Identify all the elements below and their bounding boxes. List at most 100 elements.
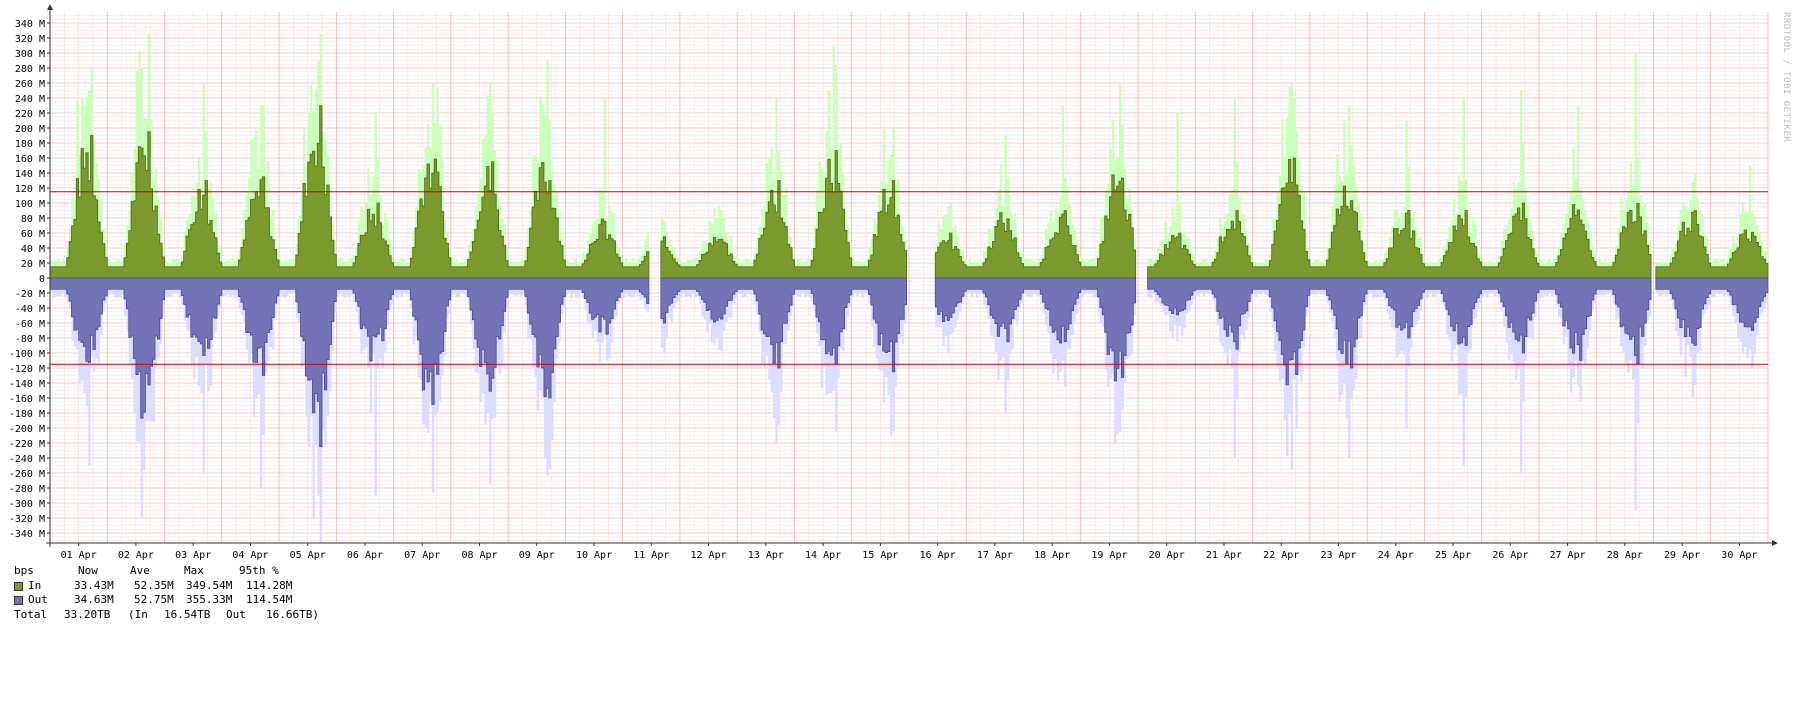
y-tick-label: -260 M [9, 469, 45, 480]
legend-row-out: Out 34.63M 52.75M 355.33M 114.54M [14, 593, 292, 608]
x-tick-label: 28 Apr [1607, 550, 1643, 560]
legend-unit: bps [14, 564, 34, 577]
y-tick-label: -320 M [9, 514, 45, 525]
series-in-area [49, 105, 1769, 279]
y-tick-label: 300 M [15, 49, 45, 60]
y-tick-label: 200 M [15, 124, 45, 135]
x-tick-label: 19 Apr [1091, 550, 1127, 560]
legend-col-ave: Ave [130, 564, 150, 577]
x-tick-label: 18 Apr [1034, 550, 1070, 560]
x-tick-label: 08 Apr [461, 550, 497, 560]
y-tick-label: -180 M [9, 409, 45, 420]
legend-header: bps Now Ave Max 95th % [14, 564, 279, 579]
y-tick-label: 0 [39, 274, 45, 285]
y-tick-label: 160 M [15, 154, 45, 165]
y-tick-label: -200 M [9, 424, 45, 435]
y-tick-label: -100 M [9, 349, 45, 360]
legend-now-out: 34.63M [74, 593, 114, 606]
legend-col-max: Max [184, 564, 204, 577]
legend-p95-out: 114.54M [246, 593, 293, 606]
x-tick-label: 25 Apr [1435, 550, 1471, 560]
legend-max-out: 355.33M [186, 593, 233, 606]
x-tick-label: 13 Apr [748, 550, 784, 560]
y-tick-label: 340 M [15, 19, 45, 30]
total-value: 33.20TB [64, 607, 111, 621]
x-tick-label: 09 Apr [519, 550, 555, 560]
y-tick-label: 20 M [21, 259, 45, 270]
x-tick-label: 16 Apr [920, 550, 956, 560]
x-tick-label: 29 Apr [1664, 550, 1700, 560]
x-tick-label: 24 Apr [1378, 550, 1414, 560]
axes [46, 4, 1778, 547]
y-tick-label: -120 M [9, 364, 45, 375]
total-in-value: 16.54TB [164, 607, 211, 621]
y-axis-arrow [47, 4, 53, 10]
x-tick-label: 06 Apr [347, 550, 383, 560]
y-tick-label: 180 M [15, 139, 45, 150]
y-tick-label: -20 M [15, 289, 45, 300]
x-tick-label: 12 Apr [691, 550, 727, 560]
series-out-area [49, 277, 1769, 448]
x-tick-label: 26 Apr [1492, 550, 1528, 560]
legend-total: Total 33.20TB (In 16.54TB Out 16.66TB) [14, 608, 319, 623]
x-tick-label: 04 Apr [232, 550, 268, 560]
grid [49, 12, 1769, 543]
legend-col-p95: 95th % [239, 564, 279, 577]
legend-swatch-in [14, 581, 23, 591]
y-tick-label: -300 M [9, 499, 45, 510]
y-tick-label: -220 M [9, 439, 45, 450]
traffic-chart: -340 M -320 M -300 M -280 M -260 M -240 M -220… [9, 4, 1778, 560]
y-tick-label: -160 M [9, 394, 45, 405]
y-tick-label: 140 M [15, 169, 45, 180]
x-tick-label: 03 Apr [175, 550, 211, 560]
y-tick-label: -240 M [9, 454, 45, 465]
legend-swatch-out [14, 596, 23, 605]
y-tick-label: 80 M [21, 214, 45, 225]
x-tick-label: 17 Apr [977, 550, 1013, 560]
x-tick-label: 10 Apr [576, 550, 612, 560]
legend-p95-in: 114.28M [246, 578, 293, 592]
y-tick-label: -340 M [9, 529, 45, 540]
legend-max-in: 349.54M [186, 578, 233, 592]
y-tick-label: 120 M [15, 184, 45, 195]
legend-label-out: Out [28, 593, 48, 606]
tick-labels: -340 M -320 M -300 M -280 M -260 M -240 M -220… [9, 19, 1758, 560]
legend-label-in: In [28, 578, 42, 592]
x-tick-label: 02 Apr [118, 550, 154, 560]
legend-col-now: Now [78, 564, 98, 577]
x-tick-label: 22 Apr [1263, 550, 1299, 560]
x-tick-label: 23 Apr [1320, 550, 1356, 560]
y-tick-label: -280 M [9, 484, 45, 495]
x-tick-label: 11 Apr [633, 550, 669, 560]
legend: bps Now Ave Max 95th % In 33.43M 52.35M … [14, 564, 319, 623]
legend-ave-in: 52.35M [134, 578, 174, 592]
x-tick-label: 05 Apr [290, 550, 326, 560]
y-tick-label: 100 M [15, 199, 45, 210]
y-tick-label: 40 M [21, 244, 45, 255]
y-tick-label: -140 M [9, 379, 45, 390]
x-tick-label: 20 Apr [1149, 550, 1185, 560]
y-tick-label: 260 M [15, 79, 45, 90]
y-tick-label: 320 M [15, 34, 45, 45]
y-tick-label: -60 M [15, 319, 45, 330]
y-tick-label: 220 M [15, 109, 45, 120]
total-out-label: Out [226, 607, 246, 621]
total-in-label: (In [128, 607, 148, 621]
legend-row-in: In 33.43M 52.35M 349.54M 114.28M [14, 578, 292, 594]
legend-now-in: 33.43M [74, 578, 114, 592]
x-tick-label: 07 Apr [404, 550, 440, 560]
y-tick-label: -40 M [15, 304, 45, 315]
x-tick-label: 21 Apr [1206, 550, 1242, 560]
rrdtool-watermark: RRDTOOL / TOBI OETIKER [1781, 12, 1791, 143]
y-tick-label: 280 M [15, 64, 45, 75]
y-tick-label: -80 M [15, 334, 45, 345]
x-tick-label: 27 Apr [1550, 550, 1586, 560]
x-tick-label: 01 Apr [61, 550, 97, 560]
x-tick-label: 14 Apr [805, 550, 841, 560]
y-tick-label: 240 M [15, 94, 45, 105]
total-out-value: 16.66TB) [266, 607, 319, 621]
x-axis-arrow [1772, 540, 1778, 546]
legend-ave-out: 52.75M [134, 593, 174, 606]
total-label: Total [14, 607, 48, 621]
x-tick-label: 30 Apr [1721, 550, 1757, 560]
